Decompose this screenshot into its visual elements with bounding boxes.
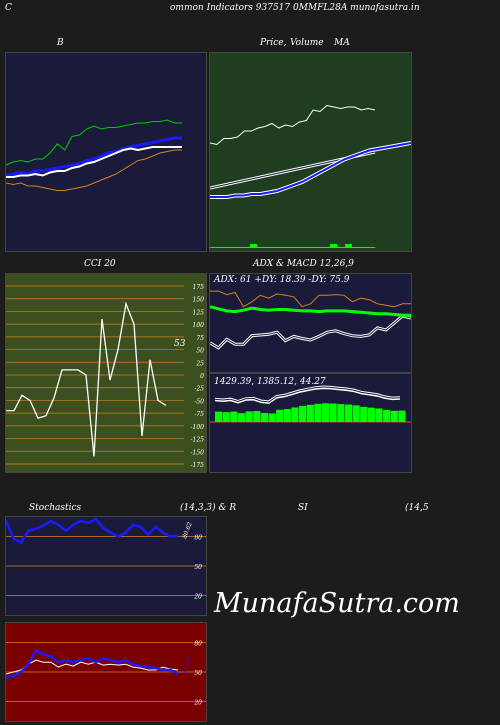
stochastics-panel: 80 50 20 80.62 — [5, 516, 207, 616]
macd-histogram-bar — [299, 405, 307, 422]
bb-upper-band — [6, 119, 182, 166]
macd-histogram-bar — [352, 405, 360, 422]
price-ma-fast-outer — [210, 141, 411, 199]
price-chart — [210, 104, 411, 248]
rsi-line — [6, 659, 179, 675]
price-line — [210, 104, 376, 146]
rsi-tick-label: 50 — [194, 670, 202, 677]
bb-orange-line — [6, 149, 182, 191]
cci-tick-label: -25 — [194, 386, 204, 393]
macd-histogram-bar — [375, 408, 383, 422]
rsi-title-right: (14,5 — [405, 503, 429, 513]
cci-panel: 175 150 125 100 75 50 25 0 -25 -50 -75 -100 -125 -150… — [5, 273, 207, 473]
adx-readout: ADX: 61 +DY: 18.39 -DY: 75.9 — [214, 275, 350, 285]
cci-line — [6, 301, 167, 457]
cci-tick-label: 0 — [200, 373, 204, 380]
price-panel — [209, 52, 412, 252]
adx-adx-line-inner — [210, 315, 411, 349]
volume-bar — [345, 244, 352, 248]
macd-histogram-bar — [306, 404, 314, 422]
cci-tick-label: 50 — [196, 348, 204, 355]
macd-histogram-bar — [253, 411, 261, 422]
stoch-tick-label: 80 — [194, 535, 202, 542]
price-ma-fast — [210, 142, 411, 198]
adx-minus-di — [210, 290, 411, 308]
rsi-chart: 80 50 20 52.73 — [6, 641, 206, 706]
cci-tick-label: -100 — [191, 424, 205, 431]
cci-tick-label: -175 — [191, 462, 205, 469]
header-title: ommon Indicators 937517 0MMFL28A munafas… — [170, 3, 420, 13]
watermark: MunafaSutra.com — [214, 588, 460, 619]
adx-title: ADX & MACD 12,26,9 — [253, 259, 354, 269]
macd-readout: 1429.39, 1385.12, 44.27 — [214, 377, 326, 387]
ma-title: MA — [334, 38, 350, 48]
stoch-title-right: (14,3,3) & R — [180, 503, 237, 513]
macd-histogram-bar — [337, 404, 345, 422]
adx-panel — [209, 273, 412, 373]
macd-panel — [209, 373, 412, 473]
macd-histogram-bar — [329, 403, 337, 422]
cci-tick-label: -75 — [194, 411, 204, 418]
bb-price-line — [6, 146, 182, 178]
volume-title: Volume — [290, 38, 324, 48]
cci-title: CCI 20 — [84, 259, 116, 269]
adx-adx-line-outer — [210, 314, 411, 350]
macd-histogram-bar — [260, 412, 268, 422]
macd-histogram-bar — [222, 412, 230, 422]
rsi-mfi-line — [6, 648, 179, 680]
macd-histogram-bar — [360, 406, 368, 422]
cci-tick-label: -50 — [194, 398, 204, 405]
macd-histogram-bar — [398, 410, 406, 422]
macd-signal-line — [214, 388, 401, 404]
cci-tick-label: 125 — [193, 309, 205, 316]
macd-histogram-bar — [367, 407, 375, 422]
rsi-tick-label: 80 — [194, 641, 202, 648]
cci-tick-label: -125 — [191, 437, 205, 444]
cci-chart: 175 150 125 100 75 50 25 0 -25 -50 -75 -100 -125 -150… — [6, 284, 205, 469]
macd-chart — [210, 385, 411, 423]
rsi-current-label: 52.73 — [181, 657, 194, 676]
stoch-title-left: Stochastics — [29, 503, 82, 513]
macd-histogram-bar — [268, 413, 276, 422]
macd-histogram-bar — [383, 410, 391, 422]
macd-histogram-bar — [321, 403, 330, 422]
cci-tick-label: 25 — [195, 360, 204, 367]
adx-plus-di — [210, 305, 411, 317]
macd-histogram-bar — [283, 409, 291, 422]
stoch-tick-label: 20 — [193, 593, 202, 600]
macd-histogram-bar — [215, 411, 223, 422]
macd-histogram-bar — [237, 413, 246, 422]
cci-tick-label: 100 — [193, 322, 205, 329]
macd-histogram-bar — [390, 410, 398, 422]
rsi-title-left: SI — [298, 503, 308, 513]
bb-middle-band — [6, 136, 182, 177]
cci-tick-label: 75 — [196, 335, 204, 342]
rsi-panel: 80 50 20 52.73 — [5, 622, 207, 722]
macd-histogram-bar — [276, 409, 284, 422]
macd-histogram-bar — [291, 407, 299, 422]
volume-bar — [330, 244, 337, 248]
adx-chart — [210, 290, 411, 350]
cci-current-label: 53 — [174, 339, 186, 349]
rsi-tick-label: 20 — [193, 699, 202, 706]
macd-histogram-bar — [344, 404, 353, 422]
bollinger-panel — [5, 52, 207, 252]
macd-histogram-bar — [314, 403, 322, 422]
cci-tick-label: 150 — [193, 297, 205, 304]
macd-histogram-bar — [230, 411, 238, 422]
macd-histogram-bar — [245, 411, 253, 422]
cci-tick-label: 175 — [193, 284, 205, 291]
bollinger-title: B — [57, 38, 64, 48]
stoch-tick-label: 50 — [194, 564, 202, 571]
macd-line-inner — [214, 386, 401, 403]
stoch-k-line — [6, 517, 179, 545]
header-left-letter: C — [5, 3, 12, 13]
volume-bar — [250, 244, 257, 248]
cci-tick-label: -150 — [191, 449, 205, 456]
volume-baseline — [210, 247, 375, 248]
bollinger-chart — [6, 119, 182, 191]
price-title: Price, — [260, 38, 287, 48]
